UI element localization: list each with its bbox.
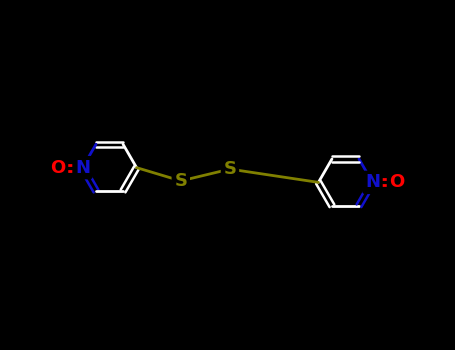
Text: N: N — [365, 173, 380, 191]
Text: N: N — [75, 159, 90, 177]
Text: O: O — [389, 173, 404, 191]
Text: S: S — [174, 172, 187, 190]
Text: O: O — [51, 159, 66, 177]
Text: S: S — [223, 160, 237, 178]
